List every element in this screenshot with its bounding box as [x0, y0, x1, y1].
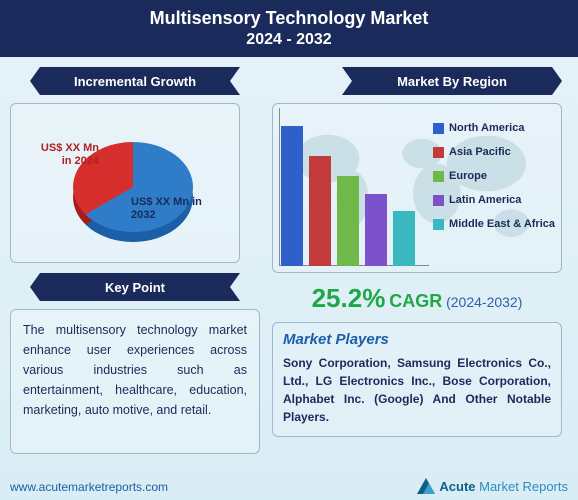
cagr-period: (2024-2032) — [446, 294, 522, 310]
key-point-text: The multisensory technology market enhan… — [10, 309, 260, 454]
legend-item-3: Latin America — [433, 194, 555, 206]
bars-group — [281, 111, 415, 266]
logo-mark-icon — [417, 478, 435, 494]
market-players-title: Market Players — [283, 331, 551, 348]
logo-rest: Market Reports — [476, 479, 568, 494]
region-bar-chart: North America Asia Pacific Europe Latin Ame… — [272, 103, 562, 273]
left-column: Incremental Growth US$ XX Mn in 2024 US$… — [10, 63, 260, 454]
legend-swatch — [433, 171, 444, 182]
legend-item-2: Europe — [433, 170, 555, 182]
cagr-line: 25.2% CAGR (2024-2032) — [272, 283, 562, 314]
legend-swatch — [433, 219, 444, 230]
logo-text: Acute Market Reports — [439, 479, 568, 494]
bar-3 — [365, 194, 387, 266]
page-subtitle: 2024 - 2032 — [0, 31, 578, 49]
market-players-text: Sony Corporation, Samsung Electronics Co… — [283, 354, 551, 426]
key-point-banner: Key Point — [10, 273, 260, 301]
bar-0 — [281, 126, 303, 266]
legend: North America Asia Pacific Europe Latin Ame… — [433, 122, 555, 242]
main-columns: Incremental Growth US$ XX Mn in 2024 US$… — [0, 57, 578, 454]
legend-label: Latin America — [449, 194, 521, 206]
banner-label: Key Point — [10, 273, 260, 301]
bar-4 — [393, 211, 415, 266]
legend-swatch — [433, 123, 444, 134]
banner-label: Market By Region — [342, 67, 562, 95]
legend-label: North America — [449, 122, 524, 134]
legend-label: Asia Pacific — [449, 146, 511, 158]
cagr-value: 25.2% — [312, 283, 386, 313]
market-by-region-banner: Market By Region — [272, 67, 562, 95]
incremental-growth-banner: Incremental Growth — [10, 67, 260, 95]
pie-chart-container: US$ XX Mn in 2024 US$ XX Mn in 2032 — [10, 103, 240, 263]
legend-label: Europe — [449, 170, 487, 182]
legend-item-1: Asia Pacific — [433, 146, 555, 158]
brand-logo: Acute Market Reports — [417, 478, 568, 494]
y-axis — [279, 108, 280, 266]
legend-swatch — [433, 195, 444, 206]
market-players-box: Market Players Sony Corporation, Samsung… — [272, 322, 562, 437]
footer-url: www.acutemarketreports.com — [10, 480, 168, 494]
bar-1 — [309, 156, 331, 266]
logo-bold: Acute — [439, 479, 475, 494]
page-title: Multisensory Technology Market — [0, 8, 578, 29]
header: Multisensory Technology Market 2024 - 20… — [0, 0, 578, 57]
right-column: Market By Region North America Asia Pacif… — [272, 63, 562, 454]
footer: www.acutemarketreports.com Acute Market … — [10, 478, 568, 494]
legend-label: Middle East & Africa — [449, 218, 555, 230]
cagr-label: CAGR — [389, 291, 442, 311]
legend-item-4: Middle East & Africa — [433, 218, 555, 230]
banner-label: Incremental Growth — [10, 67, 260, 95]
pie-label-2032: US$ XX Mn in 2032 — [131, 196, 221, 222]
legend-item-0: North America — [433, 122, 555, 134]
legend-swatch — [433, 147, 444, 158]
bar-2 — [337, 176, 359, 266]
pie-label-2024: US$ XX Mn in 2024 — [29, 142, 99, 168]
